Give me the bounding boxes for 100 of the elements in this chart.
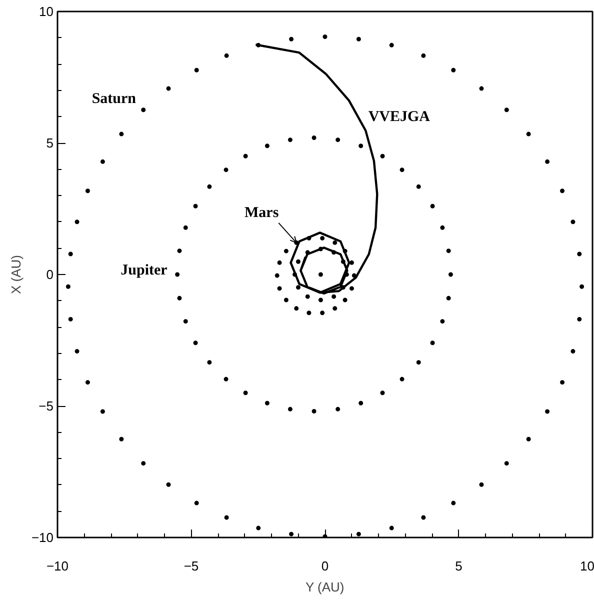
point	[224, 168, 228, 172]
point	[358, 400, 364, 406]
point	[193, 204, 198, 208]
point	[277, 286, 282, 291]
point	[389, 526, 394, 530]
point	[294, 306, 299, 311]
point	[421, 53, 426, 58]
point	[296, 259, 300, 264]
y-tick-label: −5	[38, 398, 54, 414]
x-axis-title: Y (AU)	[306, 580, 344, 594]
point	[430, 204, 435, 208]
point	[416, 360, 421, 365]
point	[312, 135, 316, 140]
point	[224, 376, 228, 382]
point	[119, 132, 124, 136]
point	[318, 272, 323, 277]
x-tick-label: 0	[321, 558, 329, 574]
point	[332, 240, 338, 245]
point	[577, 252, 582, 256]
point	[440, 225, 445, 230]
point	[288, 138, 292, 142]
point	[332, 306, 338, 311]
point	[207, 360, 212, 365]
point	[320, 236, 325, 240]
point	[284, 298, 288, 302]
point	[256, 526, 261, 530]
point	[224, 515, 229, 520]
point	[66, 284, 70, 289]
point	[336, 406, 340, 412]
point	[177, 248, 182, 254]
point	[243, 390, 248, 396]
point	[350, 286, 354, 291]
point	[274, 273, 280, 278]
point	[446, 296, 451, 300]
point	[288, 406, 292, 412]
point	[421, 515, 426, 520]
point	[207, 184, 212, 189]
point	[440, 319, 445, 324]
point	[183, 225, 188, 230]
point	[577, 316, 582, 322]
annotation: Saturn	[92, 91, 137, 108]
point	[305, 294, 310, 299]
y-tick-label: 0	[46, 267, 54, 282]
x-tick-label: −5	[184, 558, 199, 574]
point	[451, 68, 456, 72]
point	[416, 184, 421, 189]
point	[400, 376, 404, 382]
point	[100, 159, 105, 164]
x-tick-label: 10	[580, 558, 594, 574]
annotation: Jupiter	[120, 262, 168, 278]
point	[446, 248, 451, 254]
point	[358, 144, 364, 148]
point	[183, 319, 188, 324]
point	[342, 298, 348, 302]
point	[380, 154, 385, 158]
point	[580, 284, 584, 289]
point	[289, 36, 294, 42]
point	[194, 68, 199, 72]
point	[306, 310, 312, 316]
point	[264, 400, 270, 406]
point	[74, 220, 80, 224]
point	[68, 316, 73, 322]
point	[545, 409, 550, 414]
point	[336, 138, 340, 142]
point	[296, 285, 300, 290]
point	[289, 532, 294, 536]
point	[451, 500, 456, 506]
annotation: VVEJGA	[368, 109, 430, 126]
point	[243, 154, 248, 158]
point	[312, 409, 316, 414]
point	[430, 340, 435, 346]
point	[166, 86, 171, 91]
point	[479, 482, 484, 487]
point	[545, 159, 550, 164]
point	[322, 34, 328, 39]
point	[526, 132, 531, 136]
point	[570, 220, 576, 224]
point	[284, 248, 288, 254]
y-tick-label: −10	[31, 530, 54, 545]
point	[448, 272, 453, 277]
point	[479, 86, 484, 91]
point	[119, 436, 124, 442]
point	[504, 461, 509, 466]
point	[193, 340, 198, 346]
point	[85, 188, 90, 194]
point	[504, 108, 509, 112]
y-axis-title: X (AU)	[8, 255, 24, 294]
point	[526, 436, 531, 442]
point	[224, 53, 229, 58]
point	[277, 260, 282, 265]
y-tick-label: 5	[46, 136, 54, 150]
y-tick-label: 10	[39, 4, 54, 19]
point	[389, 42, 394, 48]
point	[350, 260, 354, 265]
point	[68, 252, 73, 256]
point	[264, 144, 270, 148]
point	[356, 36, 361, 42]
point	[177, 296, 182, 300]
point	[320, 310, 325, 316]
point	[356, 532, 361, 536]
